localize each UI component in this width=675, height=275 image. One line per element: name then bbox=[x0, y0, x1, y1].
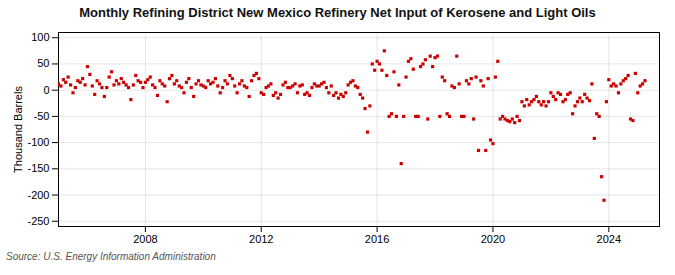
html-text:Monthly Refining District New: Monthly Refining District New Mexico Ref… bbox=[79, 5, 596, 20]
svg-text:2016: 2016 bbox=[365, 233, 389, 245]
svg-text:-100: -100 bbox=[27, 136, 49, 148]
svg-text:Thousand Barrels: Thousand Barrels bbox=[12, 86, 24, 173]
svg-text:0: 0 bbox=[43, 84, 49, 96]
svg-text:100: 100 bbox=[31, 31, 49, 43]
svg-text:2020: 2020 bbox=[481, 233, 505, 245]
svg-text:-250: -250 bbox=[27, 215, 49, 227]
svg-text:-150: -150 bbox=[27, 162, 49, 174]
svg-text:2008: 2008 bbox=[133, 233, 157, 245]
svg-text:-200: -200 bbox=[27, 189, 49, 201]
svg-text:2012: 2012 bbox=[249, 233, 273, 245]
html-text:Source: U.S. Energy Informatio: Source: U.S. Energy Information Administ… bbox=[6, 251, 216, 262]
svg-text:2024: 2024 bbox=[597, 233, 621, 245]
svg-text:50: 50 bbox=[37, 57, 49, 69]
svg-text:-50: -50 bbox=[34, 110, 50, 122]
